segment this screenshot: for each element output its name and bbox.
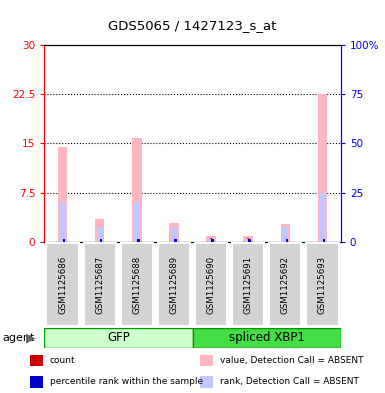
Bar [282, 227, 288, 242]
Bar [97, 227, 103, 242]
Text: GFP: GFP [107, 331, 130, 345]
Text: GSM1125687: GSM1125687 [95, 256, 104, 314]
FancyBboxPatch shape [158, 243, 190, 327]
FancyBboxPatch shape [195, 243, 227, 327]
Bar [321, 239, 323, 242]
Bar [30, 376, 43, 387]
Bar [200, 376, 213, 387]
Bar [99, 239, 101, 242]
Bar [245, 239, 251, 242]
Bar [60, 202, 65, 242]
Bar [169, 223, 179, 242]
Text: ▶: ▶ [26, 331, 36, 345]
Bar [210, 239, 212, 242]
Text: GSM1125691: GSM1125691 [244, 256, 253, 314]
FancyBboxPatch shape [121, 243, 153, 327]
Text: value, Detection Call = ABSENT: value, Detection Call = ABSENT [220, 356, 363, 365]
Text: agent: agent [2, 333, 34, 343]
Bar [211, 239, 214, 242]
Bar [173, 239, 175, 242]
Bar [62, 239, 64, 242]
Bar [30, 354, 43, 366]
FancyBboxPatch shape [269, 243, 301, 327]
FancyBboxPatch shape [232, 243, 264, 327]
FancyBboxPatch shape [192, 328, 341, 348]
Text: GSM1125692: GSM1125692 [281, 256, 290, 314]
Bar [320, 193, 325, 242]
Bar [100, 239, 102, 242]
Bar [248, 239, 251, 242]
Bar [137, 239, 139, 242]
Bar [95, 219, 104, 242]
Bar [171, 227, 177, 242]
Bar [281, 224, 290, 242]
Bar [63, 239, 65, 242]
Bar [58, 147, 67, 242]
Bar [247, 239, 249, 242]
Bar [243, 236, 253, 242]
Bar [323, 239, 325, 242]
FancyBboxPatch shape [44, 328, 192, 348]
Bar [206, 236, 216, 242]
Bar [174, 239, 177, 242]
Bar [134, 202, 140, 242]
Text: GSM1125689: GSM1125689 [169, 256, 179, 314]
Bar [208, 239, 214, 242]
Text: percentile rank within the sample: percentile rank within the sample [50, 377, 203, 386]
Text: GDS5065 / 1427123_s_at: GDS5065 / 1427123_s_at [108, 19, 277, 32]
Bar [200, 354, 213, 366]
Text: GSM1125693: GSM1125693 [318, 256, 327, 314]
Bar [318, 94, 327, 242]
Text: count: count [50, 356, 75, 365]
Bar [132, 138, 142, 242]
Bar [286, 239, 288, 242]
FancyBboxPatch shape [306, 243, 338, 327]
Bar [284, 239, 286, 242]
Text: rank, Detection Call = ABSENT: rank, Detection Call = ABSENT [220, 377, 358, 386]
FancyBboxPatch shape [84, 243, 116, 327]
Text: GSM1125686: GSM1125686 [58, 256, 67, 314]
Text: GSM1125690: GSM1125690 [206, 256, 216, 314]
Text: spliced XBP1: spliced XBP1 [229, 331, 305, 345]
Bar [136, 239, 138, 242]
FancyBboxPatch shape [47, 243, 79, 327]
Text: GSM1125688: GSM1125688 [132, 256, 141, 314]
